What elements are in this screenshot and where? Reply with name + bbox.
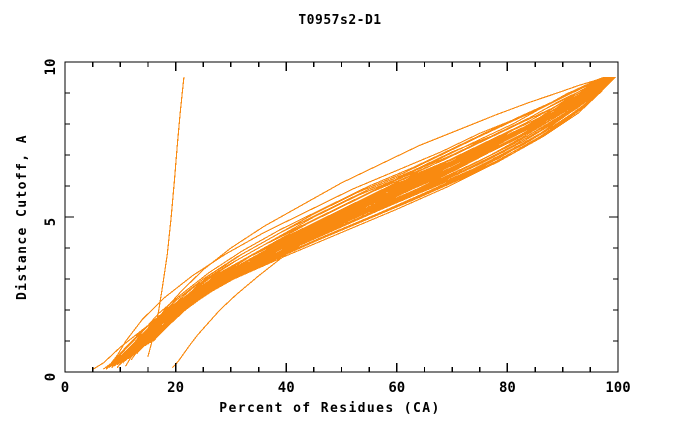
axis-ticks (64, 61, 619, 373)
x-tick-label: 100 (605, 380, 630, 396)
data-series-group (92, 76, 616, 371)
x-tick-label: 60 (388, 380, 405, 396)
data-curve (119, 76, 616, 364)
x-tick-labels: 0 20 40 60 80 100 (61, 380, 631, 396)
x-axis-title: Percent of Residues (CA) (219, 401, 440, 416)
data-curve (169, 76, 616, 325)
data-curve (108, 76, 608, 367)
y-tick-label: 5 (43, 218, 59, 226)
x-tick-label: 0 (61, 380, 69, 396)
x-tick-label: 20 (167, 380, 184, 396)
data-curve (147, 76, 185, 358)
x-tick-label: 80 (499, 380, 516, 396)
data-curve (105, 76, 609, 370)
y-tick-label: 10 (43, 59, 59, 76)
page-title: T0957s2-D1 (298, 13, 382, 28)
y-tick-labels: 0 5 10 (43, 59, 59, 382)
y-axis-title: Distance Cutoff, A (15, 134, 30, 300)
y-tick-label: 0 (43, 373, 59, 381)
x-tick-label: 40 (278, 380, 295, 396)
data-curve (92, 76, 614, 371)
